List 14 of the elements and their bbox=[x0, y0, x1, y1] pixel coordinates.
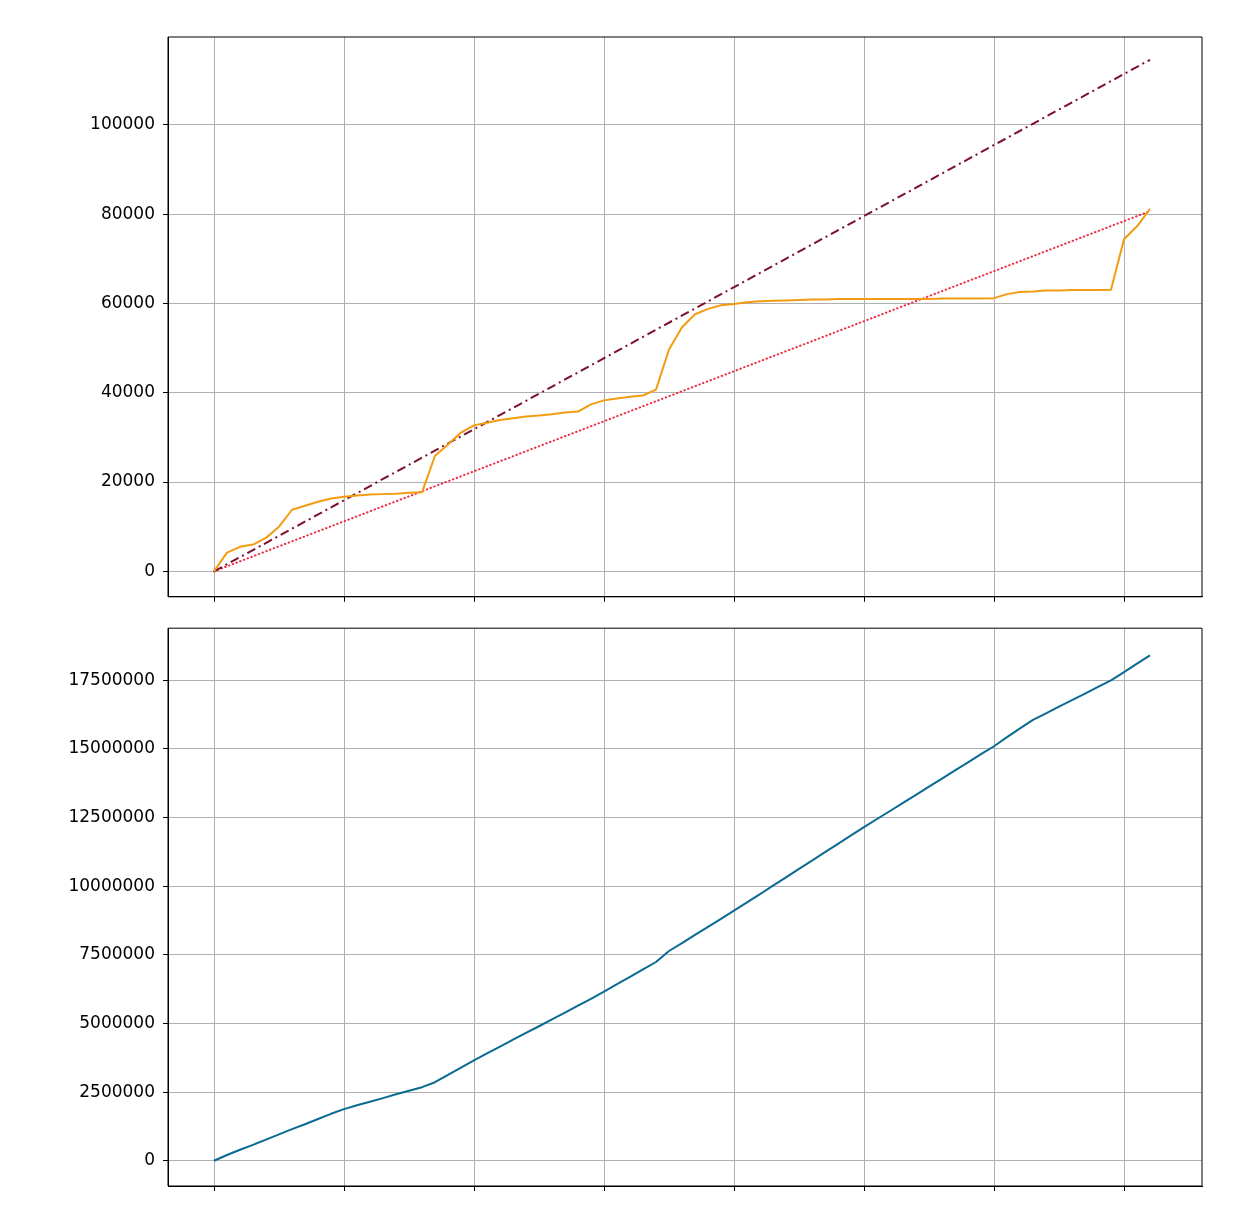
y-tick-label: 17500000 bbox=[68, 668, 155, 689]
y-tick-label: 2500000 bbox=[79, 1080, 155, 1101]
y-tick-label: 20000 bbox=[100, 470, 155, 491]
y-tick-label: 7500000 bbox=[79, 943, 155, 964]
y-tick-label: 10000000 bbox=[68, 874, 155, 895]
y-tick-label: 60000 bbox=[100, 291, 155, 312]
y-tick-label: 5000000 bbox=[79, 1011, 155, 1032]
y-tick-label: 0 bbox=[144, 559, 155, 580]
y-tick-label: 0 bbox=[144, 1149, 155, 1170]
y-tick-label: 12500000 bbox=[68, 806, 155, 827]
y-tick-label: 40000 bbox=[100, 381, 155, 402]
y-tick-label: 15000000 bbox=[68, 737, 155, 758]
y-tick-label: 80000 bbox=[100, 202, 155, 223]
y-tick-label: 100000 bbox=[90, 113, 155, 134]
